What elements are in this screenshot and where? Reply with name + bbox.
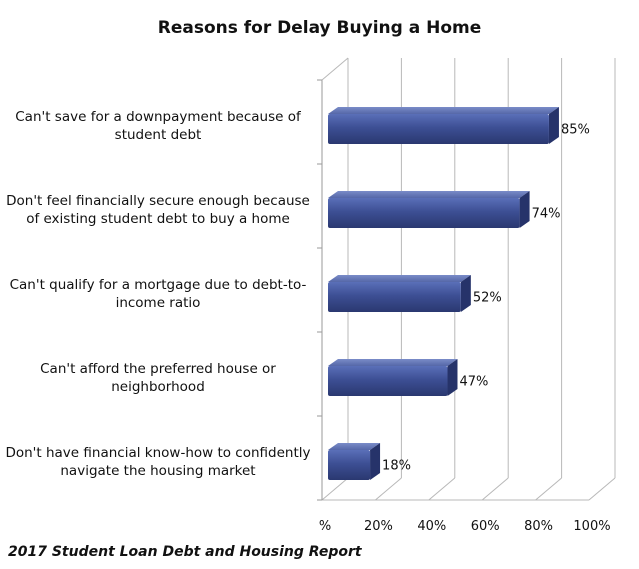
data-label: 85% [561,123,590,138]
bar-top-face [328,275,471,282]
bar-end-face [460,275,471,312]
category-label: Can't qualify for a mortgage due to debt… [10,277,307,293]
category-label: income ratio [116,295,201,311]
bar-top-face [328,443,381,450]
bar [328,282,461,312]
bar-top-face [328,359,458,366]
category-label: navigate the housing market [60,463,255,479]
floor-gridline [375,477,402,501]
floor-gridline [428,477,456,501]
wall-top-edge [321,57,349,81]
bars [328,107,559,480]
category-label: Don't feel financially secure enough bec… [6,193,310,209]
category-label: student debt [115,127,202,143]
category-label: of existing student debt to buy a home [26,211,290,227]
bar-end-face [519,191,530,228]
floor-gridline [535,477,562,501]
bar-end-face [447,359,458,396]
bar-top-face [328,191,530,198]
x-tick-label: 100% [573,519,610,534]
x-tick-label: 80% [524,519,553,534]
bar-end-face [370,443,381,480]
data-label: 18% [382,459,411,474]
bar [328,450,371,480]
source-footer: 2017 Student Loan Debt and Housing Repor… [8,544,362,560]
data-label: 52% [473,291,502,306]
bar-end-face [548,107,559,144]
category-label: Can't save for a downpayment because of [15,109,302,125]
data-label: 74% [532,207,561,222]
category-label: Don't have financial know-how to confide… [5,445,310,461]
floor-gridline [321,477,349,501]
x-tick-label: 40% [417,519,446,534]
x-tick-label: % [319,519,331,534]
x-tick-label: 60% [471,519,500,534]
bar [328,366,448,396]
category-label: neighborhood [111,379,205,395]
bar [328,198,520,228]
labels: % 20% 40% 60% 80% 100% 85% Can't save for a dow… [5,109,610,534]
data-label: 47% [459,375,488,390]
bar [328,114,549,144]
chart-title: Reasons for Delay Buying a Home [157,18,482,38]
floor-gridline [588,477,616,501]
floor-gridline [481,477,509,501]
bar-top-face [328,107,559,114]
x-tick-label: 20% [364,519,393,534]
category-label: Can't afford the preferred house or [40,361,276,377]
